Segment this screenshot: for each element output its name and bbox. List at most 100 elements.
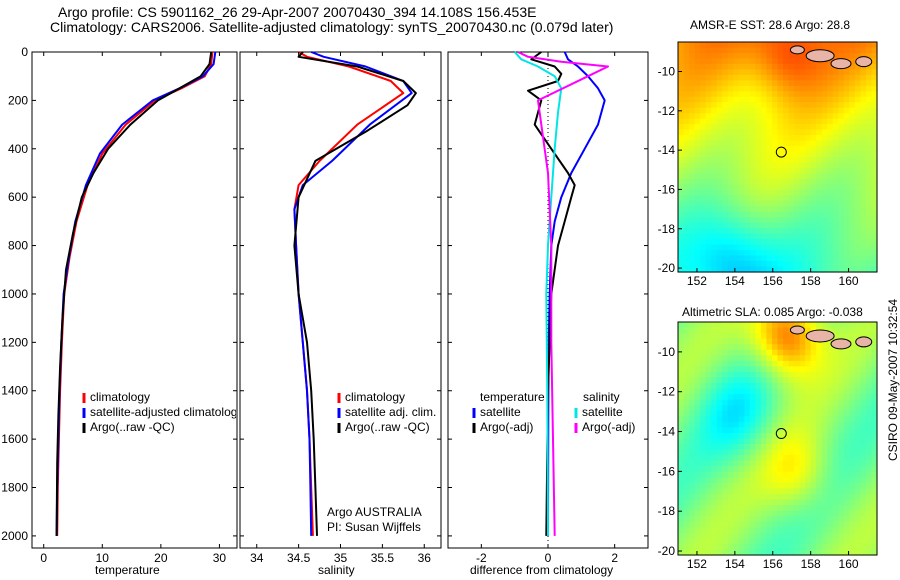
sla-map-cell — [727, 366, 734, 373]
sst-map-cell — [854, 135, 862, 142]
sla-map-cell — [843, 521, 850, 528]
sla-map-cell — [805, 394, 812, 401]
sla-map-cell — [865, 371, 873, 379]
sla-map-cell — [860, 460, 867, 467]
sla-map-cell — [749, 383, 756, 390]
sst-map-cell — [689, 47, 696, 54]
sst-map-cell — [689, 63, 696, 70]
sst-map-cell — [794, 173, 801, 180]
sla-map-cell — [760, 322, 768, 329]
sla-map-cell — [816, 460, 823, 467]
sla-map-cell — [727, 532, 734, 539]
sst-map-cell — [711, 261, 718, 268]
sla-map-cell — [865, 394, 873, 401]
sst-map-cell — [711, 217, 718, 224]
sst-map-cell — [705, 217, 712, 224]
sla-map-cell — [788, 388, 795, 395]
sla-map-cell — [794, 366, 801, 373]
sla-map-cell — [849, 421, 856, 429]
sla-map-cell — [777, 338, 784, 345]
sst-map-cell — [816, 250, 823, 257]
sst-map-cell — [827, 178, 834, 185]
sst-map-cell — [755, 47, 762, 54]
sla-map-cell — [744, 482, 751, 490]
sst-map-cell — [738, 118, 745, 125]
sst-map-cell — [827, 184, 834, 191]
sla-map-cell — [755, 505, 762, 512]
sst-map-cell — [760, 118, 768, 125]
sst-map-cell — [705, 189, 712, 196]
sla-map-cell — [871, 333, 878, 340]
sst-map-cell — [816, 157, 823, 164]
sla-map-cell — [816, 421, 823, 429]
sst-map-cell — [832, 239, 839, 246]
sst-map-cell — [805, 255, 812, 262]
sst-map-cell — [871, 195, 878, 202]
sla-map-cell — [694, 477, 701, 484]
sst-map-cell — [805, 195, 812, 202]
sla-map-cell — [832, 510, 839, 517]
sst-map-cell — [860, 42, 867, 49]
sla-map-cell — [700, 421, 707, 429]
temp-legend-satellite: satellite-adjusted climatology — [90, 405, 236, 419]
sst-map-cell — [810, 189, 817, 196]
sla-map-cell — [871, 383, 878, 390]
sla-map-cell — [854, 432, 862, 440]
sla-map-cell — [821, 394, 828, 401]
sla-map-cell — [783, 322, 790, 329]
sst-map-cell — [683, 146, 690, 153]
sst-map-cell — [871, 85, 878, 92]
sla-map-xtick-label: 160 — [839, 557, 859, 571]
sla-map-cell — [799, 532, 806, 539]
sst-map-cell — [744, 239, 751, 246]
sla-map-cell — [694, 543, 701, 551]
sla-map-cell — [827, 366, 834, 373]
sst-map-cell — [744, 140, 751, 147]
sst-map-cell — [711, 47, 718, 54]
sst-map-cell — [766, 124, 773, 131]
sla-map-cell — [843, 416, 850, 423]
sla-map-cell — [727, 505, 734, 512]
sst-map-cell — [821, 80, 828, 87]
sst-map-cell — [810, 250, 817, 257]
sla-map-cell — [694, 527, 701, 534]
sst-map-cell — [678, 217, 685, 224]
sst-map-cell — [749, 102, 756, 109]
sla-map-cell — [755, 466, 762, 473]
sla-map-cell — [838, 322, 845, 329]
sst-map-cell — [799, 239, 806, 246]
sla-map-cell — [794, 449, 801, 456]
sla-map-cell — [733, 482, 740, 490]
sla-map-cell — [727, 338, 734, 345]
sst-map-cell — [827, 239, 834, 246]
sst-map-cell — [766, 146, 773, 153]
sla-map-cell — [683, 399, 690, 406]
sst-map-cell — [771, 91, 779, 98]
sal-xtick-label: 36 — [418, 551, 432, 565]
sst-map-cell — [722, 63, 729, 70]
sla-map-cell — [810, 405, 817, 412]
sst-map-cell — [871, 140, 878, 147]
sla-map-cell — [865, 366, 873, 373]
sst-map-cell — [832, 189, 839, 196]
sst-map-cell — [694, 52, 701, 60]
sla-map-cell — [705, 410, 712, 417]
sst-map-cell — [749, 58, 756, 65]
sst-map-cell — [799, 200, 806, 207]
sst-map-cell — [722, 178, 729, 185]
sla-map-cell — [794, 394, 801, 401]
sla-map-cell — [838, 355, 845, 362]
sst-map-cell — [727, 52, 734, 60]
sla-map-cell — [788, 527, 795, 534]
sla-map-cell — [777, 322, 784, 329]
sst-map-cell — [727, 189, 734, 196]
sla-map-cell — [794, 322, 801, 329]
sst-map-cell — [727, 107, 734, 114]
sst-map-cell — [788, 140, 795, 147]
sla-map-cell — [727, 471, 734, 478]
sst-map-cell — [854, 91, 862, 98]
sla-map-cell — [771, 388, 779, 395]
sst-map-cell — [810, 244, 817, 251]
sst-map-cell — [854, 140, 862, 147]
sst-map-cell — [678, 162, 685, 169]
